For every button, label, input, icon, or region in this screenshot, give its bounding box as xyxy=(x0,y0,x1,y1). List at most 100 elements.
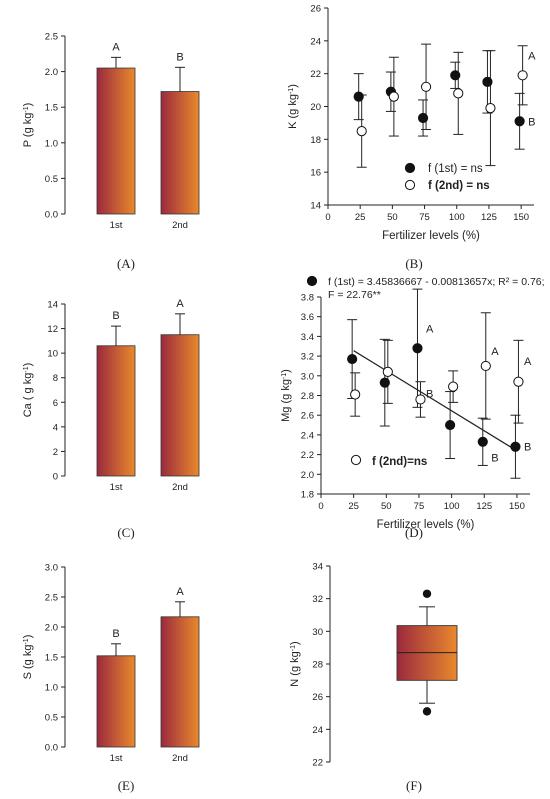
panel-d-equation-stat: F = 22.76** xyxy=(328,289,381,301)
panel-b-caption: (B) xyxy=(405,256,422,271)
panel-a-ytick-label: 0.5 xyxy=(45,174,58,185)
panel-b-xtick-label: 75 xyxy=(419,212,430,223)
panel-d-ytick-label: 2.6 xyxy=(301,411,314,422)
panel-c-ytick-label: 14 xyxy=(47,300,58,311)
panel-b-panel: 14 16 18 20 22 24 26 0 25 50 75 100 125 150 Fertilizer… xyxy=(287,4,536,243)
panel-a-letter: B xyxy=(176,51,183,63)
panel-e-ytick-label: 2.0 xyxy=(45,623,58,634)
panel-b-xtick-label: 50 xyxy=(387,212,398,223)
panel-d-ytick-label: 2.4 xyxy=(301,430,314,441)
panel-b-point-2nd-125 xyxy=(485,103,496,114)
panel-e-panel: 0.0 0.5 1.0 1.5 2.0 2.5 3.0 S (g kg-1) B 1st A 2nd xyxy=(22,563,200,764)
panel-f-ytick-label: 26 xyxy=(312,692,323,703)
panel-b-xtick-label: 0 xyxy=(325,212,330,223)
panel-b-legend-marker xyxy=(404,162,416,174)
panel-b-letter: B xyxy=(528,116,535,128)
panel-d-ytick-label: 2.8 xyxy=(301,391,314,402)
panel-e-letter: A xyxy=(176,586,184,598)
panel-d-ytick-label: 3.2 xyxy=(301,352,314,363)
panel-d-xtick-label: 100 xyxy=(444,501,460,512)
panel-b-ytick-label: 16 xyxy=(310,168,321,179)
panel-b-y-label: K (g kg-1) xyxy=(287,84,299,129)
panel-f-y-label: N (g kg-1) xyxy=(289,641,301,686)
panel-d-point-2nd-50 xyxy=(382,366,393,377)
panel-b-letter: A xyxy=(528,51,536,63)
panel-d-xtick-label: 0 xyxy=(318,501,323,512)
panel-e-caption: (E) xyxy=(118,778,135,793)
panel-d-y-label: Mg (g kg-1) xyxy=(280,369,292,422)
panel-b-point-2nd-75 xyxy=(420,81,432,92)
panel-d-letter: B xyxy=(524,442,531,454)
panel-f-ytick-label: 24 xyxy=(312,725,323,736)
panel-b-point-2nd-50 xyxy=(388,91,399,102)
panel-d-xtick-label: 50 xyxy=(381,501,392,512)
panel-e-bar-2nd xyxy=(160,616,200,748)
panel-b-ytick-label: 24 xyxy=(310,36,321,47)
panel-d-point-2nd-150 xyxy=(513,376,524,387)
panel-e-category-label: 1st xyxy=(110,753,123,764)
panel-d-equation-marker xyxy=(306,275,318,287)
panel-d-point-2nd-25 xyxy=(350,389,361,400)
panel-d-point-1st-150 xyxy=(510,441,521,452)
panel-b-xtick-label: 150 xyxy=(513,212,529,223)
panel-b-xtick-label: 100 xyxy=(449,212,465,223)
panel-c-panel: 0 2 4 6 8 10 12 14 Ca ( g kg-1) B 1st A 2nd xyxy=(22,298,200,493)
panel-f-ytick-label: 32 xyxy=(312,594,323,605)
panel-d-letter: A xyxy=(426,324,434,336)
panel-c-ytick-label: 12 xyxy=(47,324,58,335)
panel-a-bar-1st xyxy=(96,67,136,215)
panel-a-ytick-label: 1.0 xyxy=(45,138,58,149)
panel-d-ytick-label: 3.4 xyxy=(301,332,314,343)
panel-f-outlier xyxy=(422,589,432,598)
panel-d-letter: A xyxy=(524,356,532,368)
panel-b-point-1st-100 xyxy=(450,70,461,81)
panel-a-ytick-label: 0.0 xyxy=(45,210,58,221)
panel-b-xtick-label: 125 xyxy=(481,212,497,223)
panel-d-point-1st-25 xyxy=(347,353,358,365)
panel-d-letter: A xyxy=(491,346,499,358)
panel-a-ytick-label: 2.5 xyxy=(45,32,58,43)
panel-b-point-2nd-150 xyxy=(517,70,528,81)
panel-d-point-1st-125 xyxy=(477,436,488,447)
panel-b-ytick-label: 18 xyxy=(310,135,321,146)
panel-c-ytick-label: 6 xyxy=(53,398,58,409)
panel-f-ytick-label: 28 xyxy=(312,660,323,671)
panel-c-y-label: Ca ( g kg-1) xyxy=(22,363,34,418)
panel-b-x-label: Fertilizer levels (%) xyxy=(382,230,480,242)
panel-d-letter: B xyxy=(426,389,433,401)
panel-c-bar-1st xyxy=(96,345,136,477)
panel-e-ytick-label: 1.5 xyxy=(45,653,58,664)
panel-d-ytick-label: 3.8 xyxy=(301,293,314,304)
panel-b-point-2nd-100 xyxy=(453,88,464,99)
panel-d-ytick-label: 3.6 xyxy=(301,312,314,323)
panel-d-letter: B xyxy=(491,453,498,465)
panel-b-ytick-label: 22 xyxy=(310,69,321,80)
panel-d-xtick-label: 150 xyxy=(509,501,525,512)
panel-a-category-label: 2nd xyxy=(172,220,188,231)
panel-f-panel: 22 24 26 28 30 32 34 N (g kg-1) xyxy=(289,562,458,769)
panel-b-ytick-label: 20 xyxy=(310,102,321,113)
panel-e-category-label: 2nd xyxy=(172,753,188,764)
panel-d-equation: f (1st) = 3.45836667 - 0.00813657x; R² =… xyxy=(328,276,545,288)
panel-d-panel: 1.8 2.0 2.2 2.4 2.6 2.8 3.0 3.2 3.4 3.6 3.8 0 25 50 75… xyxy=(280,275,545,531)
panel-c-category-label: 1st xyxy=(110,482,123,493)
panel-a-caption: (A) xyxy=(117,256,135,271)
panel-e-ytick-label: 0.5 xyxy=(45,713,58,724)
panel-c-ytick-label: 0 xyxy=(53,472,58,483)
panel-d-point-1st-75 xyxy=(412,343,423,354)
panel-b-ytick-label: 14 xyxy=(310,201,321,212)
panel-d-legend-marker xyxy=(350,454,362,466)
panel-d-point-2nd-100 xyxy=(448,381,459,392)
panel-d-caption: (D) xyxy=(405,525,423,540)
panel-f-ytick-label: 30 xyxy=(312,627,323,638)
panel-d-xtick-label: 25 xyxy=(348,501,359,512)
panel-a-letter: A xyxy=(112,41,120,53)
panel-b-point-1st-150 xyxy=(514,116,525,127)
panel-f-ytick-label: 34 xyxy=(312,562,323,573)
panel-a-category-label: 1st xyxy=(110,220,123,231)
panel-c-ytick-label: 8 xyxy=(53,373,58,384)
panel-c-ytick-label: 2 xyxy=(53,447,58,458)
panel-e-bar-1st xyxy=(96,655,136,748)
panel-c-caption: (C) xyxy=(117,525,134,540)
